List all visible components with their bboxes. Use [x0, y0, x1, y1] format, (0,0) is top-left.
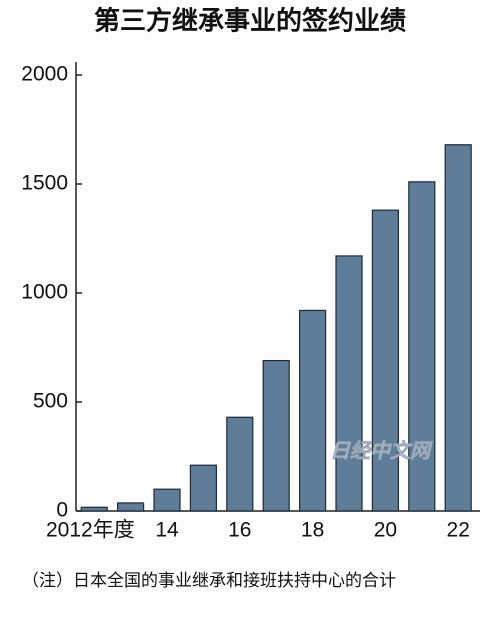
bar	[335, 255, 363, 512]
note: （注）日本全国的事业继承和接班扶持中心的合计	[22, 571, 396, 591]
bar	[116, 502, 145, 512]
bar	[262, 359, 290, 512]
y-tick-label: 1000	[21, 281, 68, 304]
y-tick-label: 2000	[21, 63, 68, 86]
y-tick-label: 1500	[21, 172, 68, 195]
bar	[444, 144, 472, 512]
watermark: 日经中文网	[330, 439, 433, 463]
bar	[408, 181, 436, 512]
bar	[153, 488, 181, 512]
x-tick-label: 22	[447, 519, 470, 542]
y-tick-label: 500	[33, 390, 68, 413]
bar	[226, 416, 254, 512]
x-tick-label: 2012年度	[46, 519, 135, 542]
bar	[371, 209, 399, 512]
x-tick-label: 20	[374, 519, 397, 542]
bar	[189, 464, 217, 512]
chart: 第三方继承事业的签约业绩 日经中文网 0 500 1000 1500 2000 2012年…	[21, 6, 480, 542]
x-tick-label: 18	[301, 519, 324, 542]
y-tick-label: 0	[56, 499, 68, 522]
bar	[80, 506, 108, 512]
chart-title: 第三方继承事业的签约业绩	[94, 6, 406, 37]
x-tick-label: 16	[228, 519, 251, 542]
bar	[299, 309, 327, 512]
x-tick-label: 14	[155, 519, 179, 542]
